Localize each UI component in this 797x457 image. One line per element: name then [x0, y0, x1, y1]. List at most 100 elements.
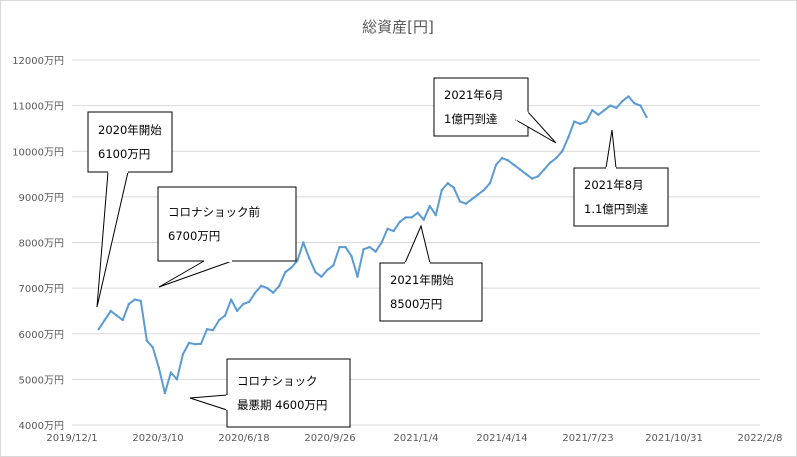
- data-point: [314, 270, 317, 274]
- data-point: [627, 95, 630, 98]
- callout-2: コロナショック前 6700万円: [157, 186, 297, 288]
- data-point: [386, 227, 389, 231]
- callout-box: [379, 262, 483, 322]
- data-point: [428, 204, 431, 208]
- data-point: [302, 241, 305, 244]
- y-tick-label: 7000万円: [19, 284, 64, 295]
- callout-box: [226, 358, 351, 428]
- data-point: [554, 156, 558, 160]
- data-point: [458, 200, 462, 203]
- data-point: [266, 286, 269, 290]
- data-point: [621, 99, 624, 103]
- callout-text: 最悪期 4600万円: [237, 398, 327, 412]
- callout-text: コロナショック前: [168, 205, 260, 219]
- data-point: [567, 136, 570, 139]
- callout-pointer: [96, 171, 129, 308]
- data-point: [639, 104, 642, 107]
- chart-title: 総資産[円]: [362, 18, 434, 36]
- data-point: [199, 342, 203, 345]
- callout-box: [87, 111, 173, 173]
- data-point: [573, 120, 576, 123]
- data-point: [97, 327, 100, 331]
- data-point: [284, 270, 287, 274]
- data-point: [488, 181, 492, 185]
- data-point: [350, 254, 353, 258]
- data-point: [332, 264, 335, 267]
- data-point: [320, 275, 323, 278]
- callout-pointer: [158, 260, 233, 288]
- callout-box: [157, 186, 297, 262]
- x-tick-label: 2021/7/23: [562, 433, 613, 444]
- data-point: [181, 353, 185, 356]
- x-axis-ticks: 2019/12/1 2020/3/10 2020/6/18 2020/9/26 2021…: [46, 433, 782, 444]
- data-point: [127, 302, 130, 306]
- data-point: [422, 218, 425, 221]
- y-tick-label: 6000万円: [19, 330, 64, 341]
- data-point: [548, 161, 552, 164]
- data-point: [133, 298, 136, 301]
- data-point: [446, 181, 450, 185]
- data-point: [157, 366, 161, 370]
- data-point: [338, 245, 341, 249]
- data-point: [205, 327, 209, 331]
- callout-box: [433, 77, 529, 137]
- data-point: [356, 275, 359, 278]
- callout-1: 2020年開始 6100万円: [87, 111, 173, 308]
- data-point: [223, 314, 227, 317]
- data-point: [109, 309, 112, 313]
- data-point: [308, 257, 311, 260]
- callout-text: 8500万円: [390, 297, 442, 311]
- data-point: [597, 113, 600, 116]
- data-point: [139, 299, 142, 303]
- data-point: [585, 120, 588, 123]
- data-point: [434, 213, 437, 217]
- callout-text: 6700万円: [168, 229, 220, 243]
- y-tick-label: 5000万円: [19, 375, 64, 386]
- data-point: [362, 248, 365, 251]
- data-point: [524, 172, 528, 176]
- data-point: [326, 268, 329, 272]
- x-tick-label: 2022/2/8: [738, 433, 783, 444]
- data-point: [633, 102, 636, 105]
- data-point: [169, 371, 173, 374]
- data-point: [464, 202, 468, 205]
- data-point: [645, 115, 648, 119]
- x-tick-label: 2021/1/4: [394, 433, 439, 444]
- data-point: [103, 318, 106, 322]
- x-tick-label: 2019/12/1: [46, 433, 97, 444]
- y-tick-label: 11000万円: [12, 102, 64, 113]
- callout-5: 2021年6月 1億円到達: [433, 77, 557, 144]
- data-point: [404, 216, 407, 219]
- data-point: [518, 168, 522, 171]
- data-point: [368, 245, 371, 249]
- data-point: [187, 341, 191, 345]
- data-point: [470, 197, 474, 201]
- data-point: [603, 108, 606, 112]
- callout-text: 6100万円: [98, 147, 150, 161]
- data-point: [235, 309, 239, 313]
- data-point: [561, 150, 564, 153]
- data-point: [344, 245, 347, 249]
- data-point: [452, 186, 456, 189]
- data-point: [410, 216, 413, 219]
- data-point: [494, 163, 498, 167]
- callout-text: コロナショック: [237, 374, 318, 388]
- callout-pointer: [404, 224, 431, 264]
- callout-text: 2021年開始: [390, 273, 454, 287]
- data-point: [115, 314, 118, 317]
- callout-text: 2021年8月: [584, 178, 644, 192]
- y-tick-label: 4000万円: [19, 421, 64, 432]
- data-point: [229, 298, 233, 301]
- data-point: [591, 108, 594, 112]
- callout-text: 2020年開始: [98, 123, 162, 137]
- callout-box: [573, 167, 669, 227]
- y-tick-label: 8000万円: [19, 239, 64, 250]
- data-point: [121, 318, 124, 322]
- data-point: [536, 175, 540, 178]
- data-point: [542, 168, 546, 171]
- data-point: [530, 177, 534, 180]
- x-tick-label: 2020/3/10: [132, 433, 183, 444]
- callout-joint: [515, 111, 529, 121]
